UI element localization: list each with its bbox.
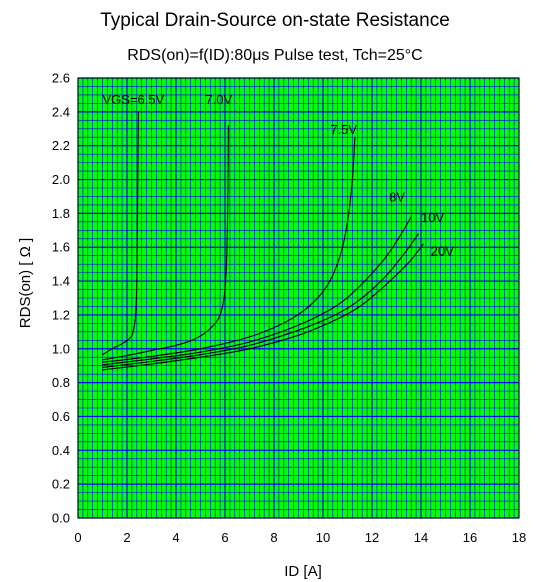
curve-label: 8V <box>389 189 405 204</box>
chart-subtitle: RDS(on)=f(ID):80μs Pulse test, Tch=25°C <box>127 47 423 64</box>
y-tick-label: 0.4 <box>52 443 70 458</box>
curve-label: 7.0V <box>205 92 232 107</box>
y-tick-label: 0.2 <box>52 477 70 492</box>
y-tick-label: 2.0 <box>52 172 70 187</box>
x-tick-label: 14 <box>414 530 428 545</box>
y-tick-label: 0.8 <box>52 375 70 390</box>
x-tick-label: 18 <box>512 530 526 545</box>
x-tick-label: 16 <box>463 530 477 545</box>
y-axis-label: RDS(on) [ Ω ] <box>17 238 34 328</box>
curve-label: 10V <box>421 210 444 225</box>
y-tick-label: 1.2 <box>52 307 70 322</box>
tick-labels: 0 2 4 6 8 10 12 14 16 18 0.0 0.2 0.4 0.6 0.8 1.0 1.2 1.4 1… <box>52 71 526 546</box>
curves <box>102 111 424 371</box>
y-tick-label: 1.8 <box>52 206 70 221</box>
curve-8v <box>102 216 412 366</box>
curve-7-0v <box>102 125 229 361</box>
x-tick-label: 8 <box>270 530 277 545</box>
y-tick-label: 2.6 <box>52 71 70 86</box>
y-tick-label: 0.6 <box>52 409 70 424</box>
y-tick-label: 0.0 <box>52 511 70 526</box>
x-tick-label: 2 <box>123 530 130 545</box>
x-tick-label: 4 <box>172 530 179 545</box>
y-tick-label: 1.0 <box>52 341 70 356</box>
curve-20v <box>102 243 424 371</box>
y-tick-label: 1.6 <box>52 240 70 255</box>
grid-lines <box>77 77 520 519</box>
y-tick-label: 2.4 <box>52 104 70 119</box>
y-tick-label: 2.2 <box>52 138 70 153</box>
plot-border <box>77 77 520 519</box>
x-tick-label: 10 <box>316 530 330 545</box>
curve-label: 7.5V <box>330 122 357 137</box>
curve-label: 20V <box>431 244 454 259</box>
curve-labels: VGS=6.5V 7.0V 7.5V 8V 10V 20V <box>103 92 455 258</box>
curve-10v <box>102 233 420 368</box>
curve-7-5v <box>102 137 356 363</box>
curve-vgs-6-5v <box>102 111 139 356</box>
curve-label: VGS=6.5V <box>103 92 165 107</box>
x-tick-label: 0 <box>74 530 81 545</box>
x-tick-label: 12 <box>365 530 379 545</box>
x-tick-label: 6 <box>221 530 228 545</box>
y-tick-label: 1.4 <box>52 274 70 289</box>
chart-title: Typical Drain-Source on-state Resistance <box>100 10 450 31</box>
x-axis-label: ID [A] <box>284 563 322 580</box>
